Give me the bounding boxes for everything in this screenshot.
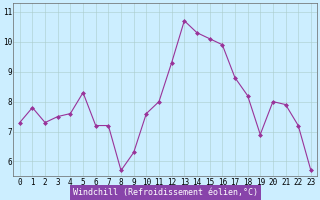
- X-axis label: Windchill (Refroidissement éolien,°C): Windchill (Refroidissement éolien,°C): [73, 188, 258, 197]
